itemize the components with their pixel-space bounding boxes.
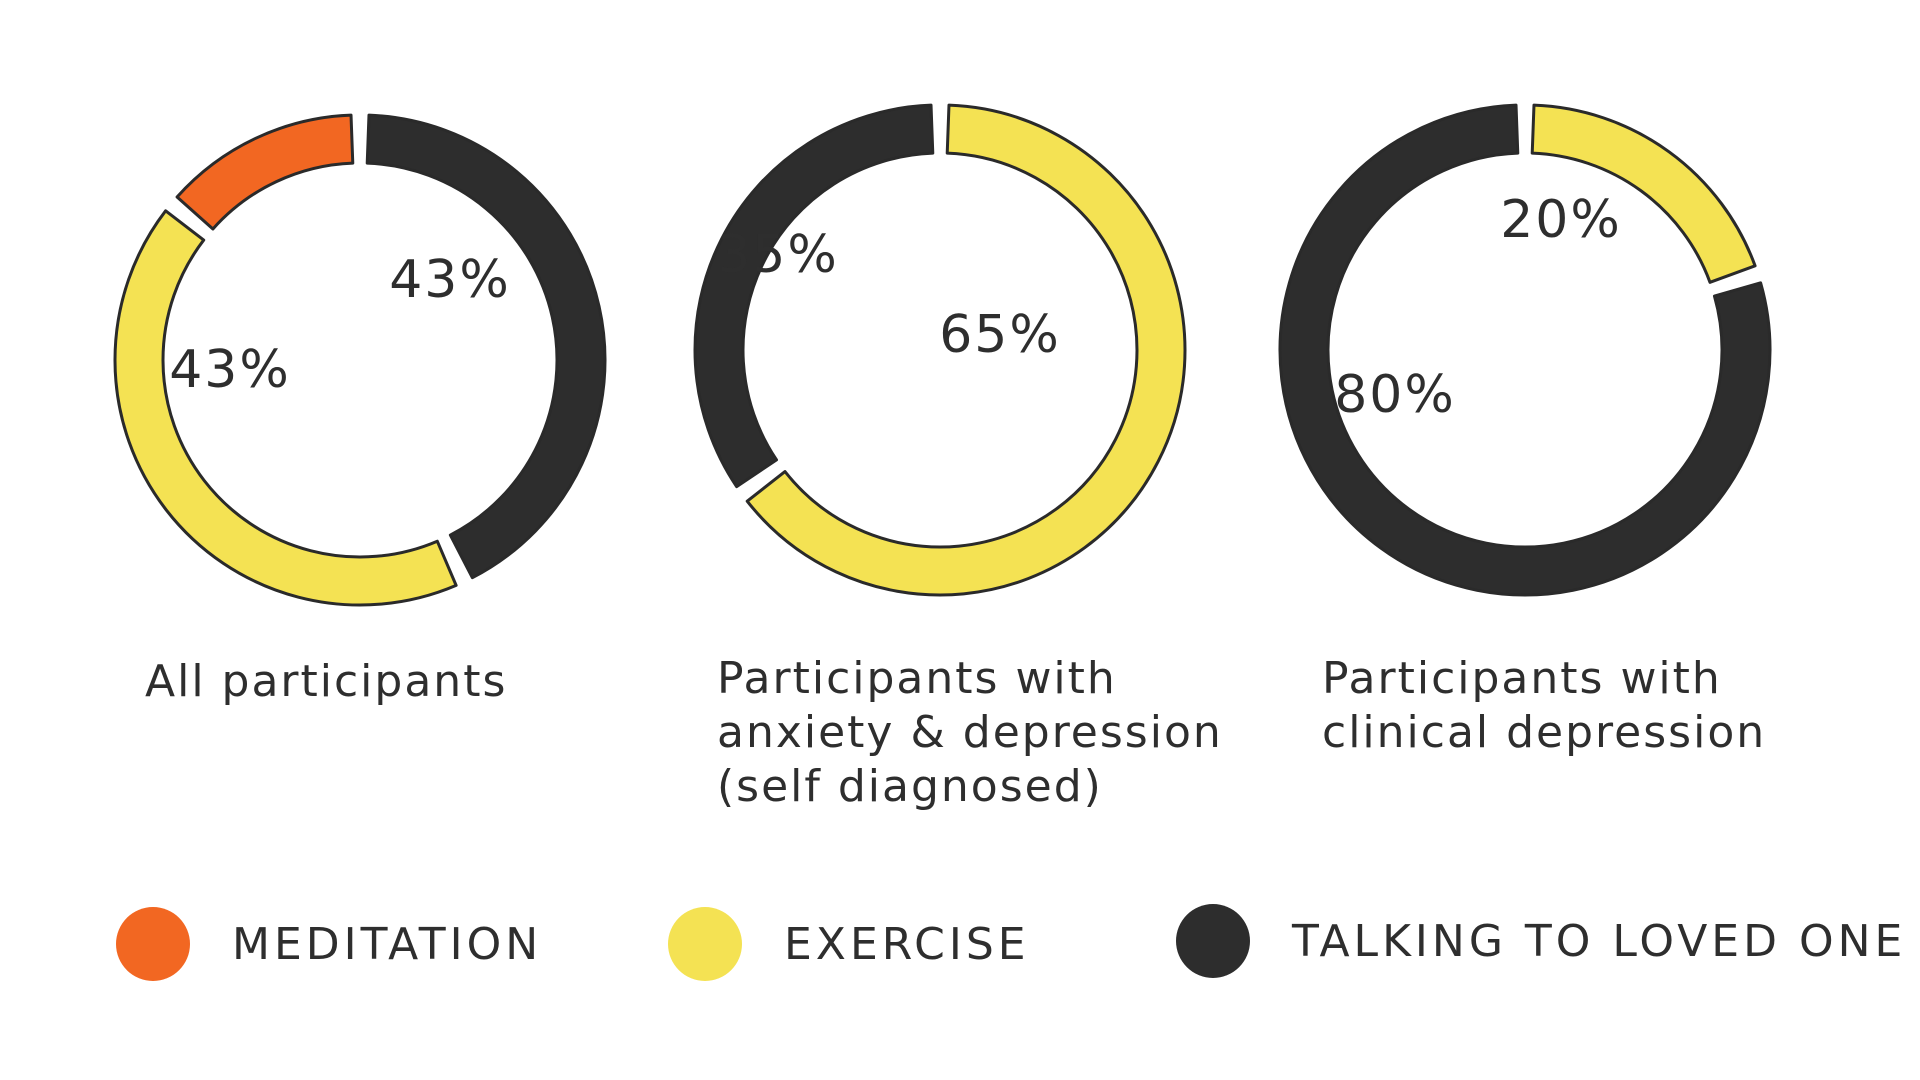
data-label-talking-to-loved-one: 80%	[1334, 365, 1456, 425]
donut-chart-clinical-depression: 20% 80%	[1278, 103, 1772, 597]
data-label-exercise: 43%	[169, 340, 291, 400]
legend-swatch-meditation	[116, 907, 190, 981]
data-label-exercise: 20%	[1500, 190, 1622, 250]
legend-swatch-talking	[1176, 904, 1250, 978]
donut-chart-all-participants: 43% 43%	[113, 113, 607, 607]
legend-swatch-exercise	[668, 907, 742, 981]
donut-slice-exercise	[745, 103, 1187, 597]
donut-chart-anxiety-depression: 65% 35%	[693, 103, 1187, 597]
legend-item-talking: TALKING TO LOVED ONE	[1176, 901, 1906, 981]
data-label-exercise: 65%	[939, 305, 1061, 365]
caption-line: Participants with	[1322, 653, 1722, 704]
caption-clinical-depression: Participants with clinical depression	[1322, 652, 1766, 760]
data-label-talking-to-loved-one: 43%	[389, 250, 511, 310]
legend-label-meditation: MEDITATION	[232, 918, 543, 970]
caption-all-participants: All participants	[145, 655, 507, 709]
legend-label-talking: TALKING TO LOVED ONE	[1292, 915, 1907, 967]
caption-line: (self diagnosed)	[717, 761, 1103, 812]
legend-item-exercise: EXERCISE	[668, 904, 1030, 984]
caption-line: anxiety & depression	[717, 707, 1223, 758]
caption-line: All participants	[145, 656, 508, 707]
legend-item-meditation: MEDITATION	[116, 904, 542, 984]
donut-slice-talking-to-loved-one	[365, 113, 607, 580]
donut-slice-exercise	[1530, 103, 1757, 284]
donut-slice-talking-to-loved-one	[1278, 103, 1772, 597]
caption-line: Participants with	[717, 653, 1117, 704]
caption-line: clinical depression	[1322, 707, 1767, 758]
donut-slice-talking-to-loved-one	[693, 103, 935, 489]
donut-slice-exercise	[113, 209, 458, 607]
donut-slice-meditation	[175, 113, 355, 231]
caption-anxiety-depression: Participants with anxiety & depression (…	[717, 652, 1223, 814]
data-label-talking-to-loved-one: 35%	[717, 225, 839, 285]
legend-label-exercise: EXERCISE	[784, 918, 1030, 970]
